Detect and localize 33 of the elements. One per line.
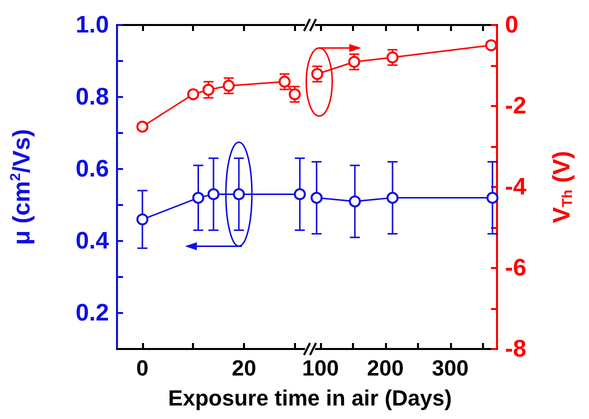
y-tick-label: 0.4 [76,228,110,254]
y2-axis-title: VTh (V) [548,150,576,224]
point [136,213,148,226]
y2-tick-label: -4 [505,174,527,200]
point [288,88,301,100]
y2-tick-label: -8 [505,336,526,362]
x-tick-label: 200 [367,356,404,380]
x-tick-label: 0 [136,356,149,380]
y-tick-label: 1.0 [76,12,109,38]
y2-tick-label: -2 [505,92,526,120]
y2-tick-label: -6 [505,254,526,282]
point [311,68,324,80]
point [485,39,498,52]
point [192,192,204,204]
x-tick-label: 20 [232,356,256,380]
y-axis-title: μ (cm2/Vs) [8,128,36,246]
point [278,76,291,88]
point [348,56,360,68]
y2-tick-label: 0 [505,12,518,38]
point [208,188,220,200]
y-tick-label: 0.2 [76,300,109,326]
point [187,88,200,100]
x-tick-label: 300 [432,356,469,380]
y-tick-label: 0.8 [76,84,109,110]
point [136,120,148,133]
point [386,51,399,64]
point [294,188,306,200]
point [232,188,245,200]
point [222,80,235,92]
point [202,84,214,96]
x-tick-label: 100 [302,356,339,380]
x-axis-title: Exposure time in air (Days) [168,386,452,410]
y-tick-label: 0.6 [76,156,109,182]
